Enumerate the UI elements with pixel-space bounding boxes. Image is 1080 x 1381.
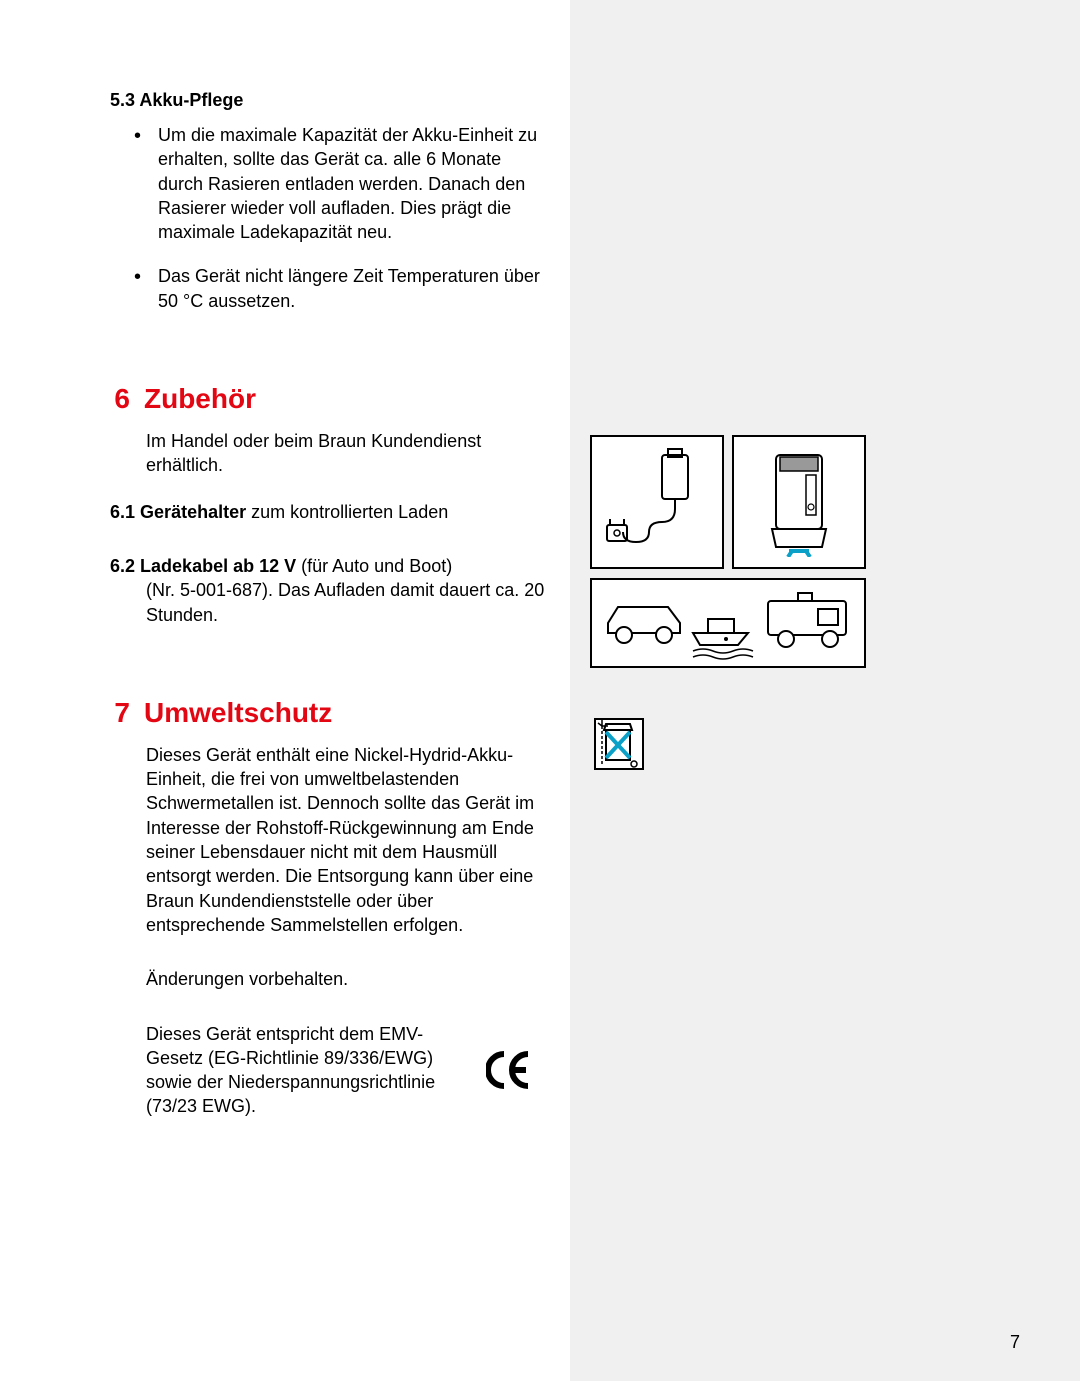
sub-item-title: Gerätehalter	[140, 502, 246, 522]
body-text: Dieses Gerät enthält eine Nickel-Hydrid-…	[146, 743, 550, 937]
subsection-number: 5.3	[110, 90, 135, 110]
chapter-title: Zubehör	[144, 383, 256, 415]
page-number: 7	[1010, 1332, 1020, 1353]
figure-car-boat-icon	[590, 578, 866, 668]
body-text: Im Handel oder beim Braun Kundendienst e…	[146, 429, 550, 478]
ce-compliance-line: Dieses Gerät entspricht dem EMV-Gesetz (…	[146, 1022, 550, 1119]
subsection-heading: 5.3 Akku-Pflege	[110, 90, 550, 111]
chapter-title: Umweltschutz	[144, 697, 332, 729]
figure-charger-icon	[590, 435, 724, 569]
ce-mark-icon	[486, 1050, 532, 1090]
figure-recycle-icon	[594, 718, 644, 770]
sub-item: 6.2 Ladekabel ab 12 V (für Auto und Boot…	[110, 554, 550, 627]
bullet-item: Das Gerät nicht längere Zeit Temperature…	[134, 264, 550, 313]
sub-item-text: zum kontrollierten Laden	[246, 502, 448, 522]
sub-item: 6.1 Gerätehalter zum kontrollierten Lade…	[110, 500, 550, 524]
sub-item-title: Ladekabel ab 12 V	[140, 556, 296, 576]
chapter-heading: 7 Umweltschutz	[110, 697, 550, 729]
figure-6-1	[590, 435, 866, 579]
sub-item-continuation: (Nr. 5-001-687). Das Aufladen damit daue…	[146, 578, 550, 627]
chapter-number: 7	[90, 697, 130, 729]
sub-item-text: (für Auto und Boot)	[296, 556, 452, 576]
text-column: 5.3 Akku-Pflege Um die maximale Kapazitä…	[0, 0, 570, 1381]
figure-column: 7	[570, 0, 1080, 1381]
bullet-list: Um die maximale Kapazität der Akku-Einhe…	[110, 123, 550, 313]
figure-6-2	[590, 578, 866, 668]
figure-shaver-holder-icon	[732, 435, 866, 569]
ce-text: Dieses Gerät entspricht dem EMV-Gesetz (…	[146, 1022, 466, 1119]
subsection-title: Akku-Pflege	[139, 90, 243, 110]
body-text: Änderungen vorbehalten.	[146, 967, 550, 991]
chapter-number: 6	[90, 383, 130, 415]
bullet-item: Um die maximale Kapazität der Akku-Einhe…	[134, 123, 550, 244]
chapter-heading: 6 Zubehör	[110, 383, 550, 415]
sub-item-number: 6.2	[110, 556, 135, 576]
sub-item-number: 6.1	[110, 502, 135, 522]
